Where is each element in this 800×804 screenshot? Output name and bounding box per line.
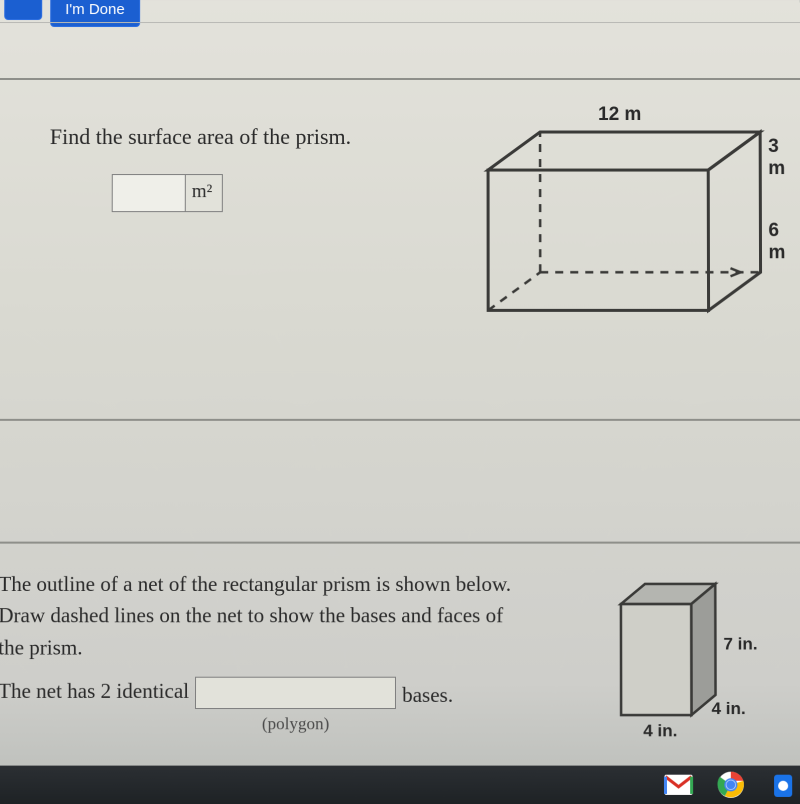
prism-2-svg [611,576,782,758]
q2-sentence-post: bases. [402,677,453,711]
previous-button[interactable] [4,0,42,20]
files-icon[interactable] [768,770,798,800]
toolbar-divider [0,22,800,23]
q2-sentence-pre: The net has 2 identical [0,677,189,707]
taskbar [0,766,800,804]
q1-answer-input[interactable] [112,174,186,212]
prism1-dim-height: 6 m [768,220,788,264]
prism2-dim-depth: 4 in. [712,699,746,719]
prism2-dim-height: 7 in. [723,634,757,654]
prism1-dim-width: 12 m [598,104,641,126]
q2-blank-hint: (polygon) [196,712,395,736]
section-divider-1 [0,78,800,80]
prism-2-figure: 7 in. 4 in. 4 in. [611,576,782,763]
prism2-dim-width: 4 in. [643,721,677,741]
gmail-icon[interactable] [663,770,693,800]
q2-blank-input[interactable]: (polygon) [195,677,396,709]
prism-1-figure: 12 m 3 m 6 m [468,110,789,366]
worksheet-page: I'm Done Find the surface area of the pr… [0,0,800,804]
section-divider-3 [0,542,800,544]
q1-answer-unit: m² [186,174,224,212]
prism-1-svg [468,110,789,361]
section-divider-2 [0,419,800,421]
chrome-icon[interactable] [716,770,746,800]
prism1-dim-depth: 3 m [768,136,788,180]
